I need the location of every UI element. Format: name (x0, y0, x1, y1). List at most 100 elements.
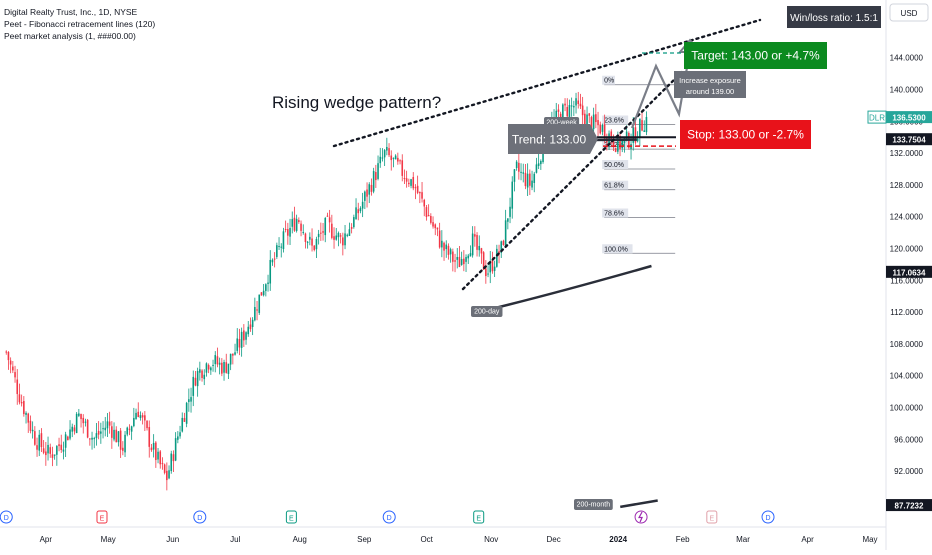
candle-body (62, 449, 65, 452)
candle-body (82, 417, 85, 424)
candle-body (619, 136, 621, 149)
candle-body (42, 448, 45, 453)
dividend-marker[interactable] (0, 510, 13, 524)
price-tick-label: 124.0000 (890, 213, 924, 222)
candle-body (645, 116, 648, 133)
dividend-marker[interactable] (761, 510, 775, 524)
increase-exposure-line2: around 139.00 (686, 87, 734, 96)
candle-body (47, 444, 49, 454)
lightning-icon (638, 511, 643, 523)
candle-body (309, 236, 311, 240)
candle-body (491, 260, 494, 272)
candle-body (621, 140, 624, 149)
time-tick-label: Apr (801, 535, 814, 544)
candle-body (183, 417, 186, 422)
candle-body (568, 104, 571, 119)
candle-body (122, 447, 124, 451)
candle-body (12, 366, 14, 371)
fib-level-tag (602, 75, 615, 85)
price-tick-label: 144.0000 (890, 54, 924, 63)
candle-body (430, 216, 432, 223)
candle-body (161, 463, 164, 465)
price-tick-label: 140.0000 (890, 86, 924, 95)
trend-box[interactable] (508, 124, 598, 154)
legend-indicator-market-analysis[interactable]: Peet market analysis (1, ###00.00) (4, 31, 136, 41)
candle-body (421, 192, 423, 199)
candle-body (425, 207, 428, 217)
candle-body (531, 180, 533, 188)
earnings-marker[interactable] (96, 510, 108, 524)
candle-body (216, 356, 219, 365)
price-tag[interactable] (886, 499, 932, 512)
candle-body (214, 355, 217, 365)
candle-body (333, 236, 335, 240)
candle-body (113, 429, 115, 440)
earnings-marker-letter: E (289, 516, 294, 523)
candle-body (524, 172, 527, 187)
time-tick-label: Mar (736, 535, 750, 544)
stop-box[interactable] (680, 120, 811, 149)
candle-body (375, 172, 377, 181)
candle-body (20, 402, 23, 404)
time-tick-label: Oct (420, 535, 433, 544)
ma-200-month-label: 200-month (577, 502, 611, 509)
dividend-marker[interactable] (382, 510, 396, 524)
earnings-marker[interactable] (706, 510, 718, 524)
candle-body (199, 369, 201, 373)
dividend-marker[interactable] (193, 510, 207, 524)
candle-body (262, 290, 265, 296)
time-axis[interactable]: Apr May Jun Jul Aug Sep Oct Nov Dec 2024 Feb Mar Apr… (0, 510, 886, 544)
fib-level-tag (602, 208, 629, 218)
target-box[interactable] (684, 42, 827, 69)
candle-body (416, 185, 419, 193)
candle-body (9, 360, 12, 365)
price-tick-label: 108.0000 (890, 340, 924, 349)
candle-body (498, 251, 500, 255)
candle-body (573, 106, 575, 108)
candle-body (108, 421, 111, 426)
candle-body (73, 427, 76, 432)
candle-body (71, 426, 74, 432)
candle-body (258, 294, 261, 313)
price-tag[interactable] (886, 265, 932, 278)
candle-body (337, 232, 340, 238)
candle-body (40, 433, 43, 448)
legend-symbol[interactable]: Digital Realty Trust, Inc., 1D, NYSE (4, 7, 138, 17)
candle-body (403, 178, 406, 180)
legend-indicator-fibonacci[interactable]: Peet - Fibonacci retracement lines (120) (4, 19, 156, 29)
winloss-box[interactable] (787, 6, 881, 28)
last-price-tag[interactable] (886, 111, 932, 124)
candle-body (205, 363, 208, 373)
candle-body (441, 240, 443, 248)
fib-level-label: 50.0% (604, 162, 624, 169)
time-tick-label: Jun (166, 535, 179, 544)
price-tick-label: 96.0000 (894, 435, 923, 444)
winloss-label: Win/loss ratio: 1.5:1 (790, 13, 878, 24)
candle-body (320, 232, 322, 234)
candle-body (460, 259, 463, 265)
price-tick-label: 104.0000 (890, 372, 924, 381)
candle-body (36, 445, 38, 450)
candle-body (91, 437, 93, 440)
candle-body (284, 229, 287, 231)
earnings-marker[interactable] (285, 510, 297, 524)
price-tag-value: 133.7504 (892, 136, 926, 145)
candle-body (227, 363, 230, 374)
candle-body (599, 124, 602, 134)
candle-body (278, 245, 280, 247)
candle-body (533, 173, 536, 183)
currency-button[interactable] (889, 3, 929, 22)
candle-body (379, 156, 382, 164)
dividend-marker-letter: D (197, 515, 202, 522)
candle-body (432, 222, 434, 227)
earnings-marker[interactable] (473, 510, 485, 524)
price-axis[interactable]: 144.0000140.0000136.0000132.0000128.0000… (867, 0, 932, 550)
candle-body (304, 233, 307, 242)
price-tag[interactable] (886, 133, 932, 146)
candle-body (251, 319, 254, 328)
fib-level-tag (602, 180, 629, 190)
candle-body (315, 238, 318, 250)
candle-body (458, 256, 461, 267)
candle-body (78, 413, 80, 416)
